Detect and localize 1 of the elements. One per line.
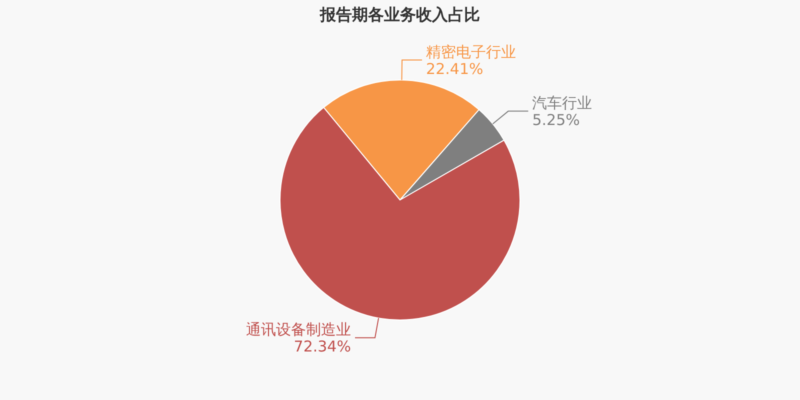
chart-title: 报告期各业务收入占比: [319, 5, 480, 24]
